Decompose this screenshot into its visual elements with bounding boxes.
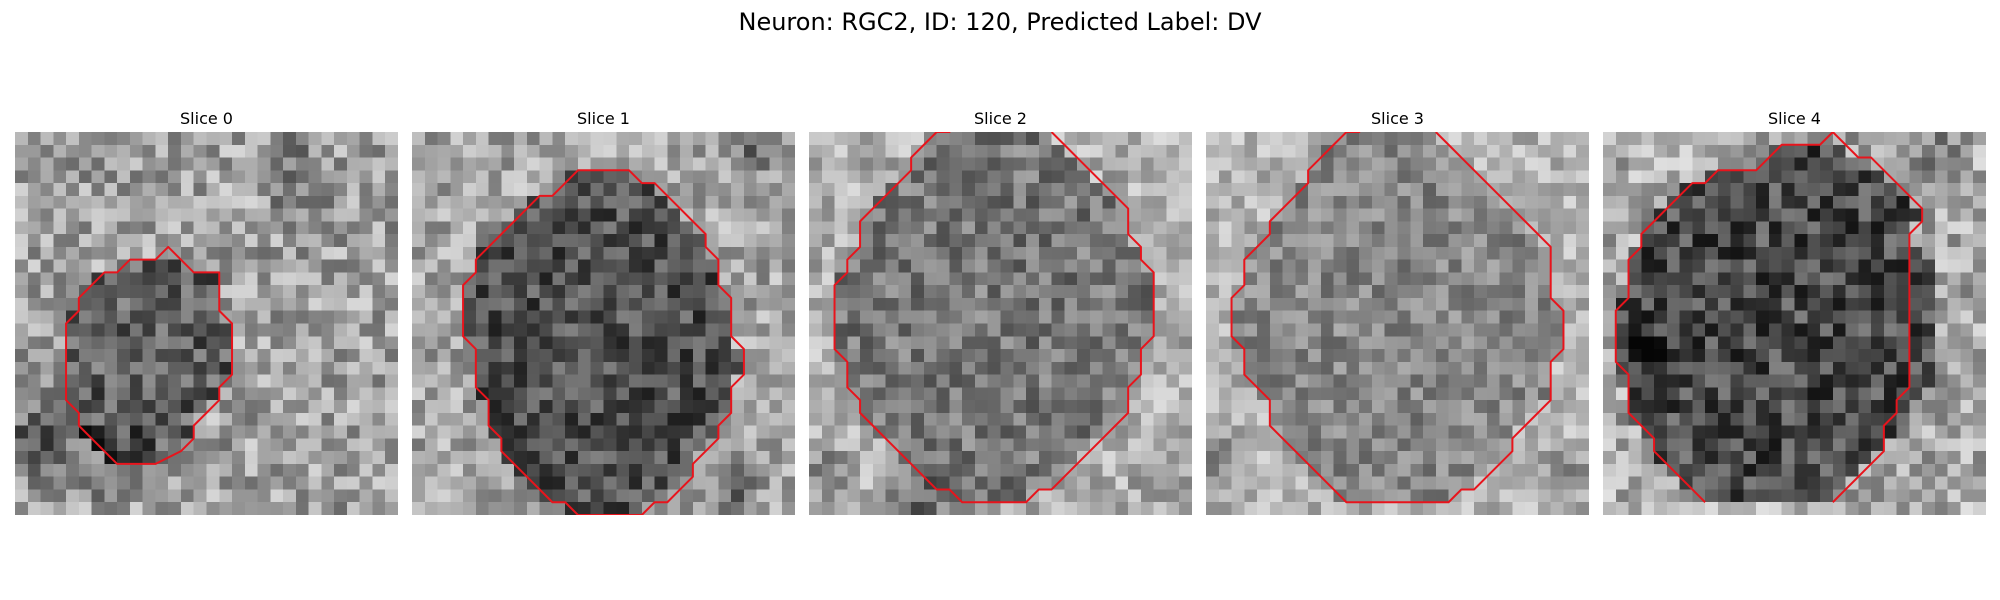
slice-image [809,132,1192,515]
figure-title: Neuron: RGC2, ID: 120, Predicted Label: … [738,8,1262,36]
segmentation-contour [835,132,1154,502]
slice-image [15,132,398,515]
segmentation-contour [1616,132,1922,502]
slice-panel-1: Slice 1 [412,106,795,515]
segmentation-contour [463,170,744,515]
slice-panel-2: Slice 2 [809,106,1192,515]
slice-panel-4: Slice 4 [1603,106,1986,515]
contour-overlay [1206,132,1589,515]
slice-title: Slice 0 [180,109,233,128]
slice-panel-0: Slice 0 [15,106,398,515]
slice-panel-3: Slice 3 [1206,106,1589,515]
contour-overlay [1603,132,1986,515]
contour-overlay [412,132,795,515]
slice-title: Slice 1 [577,109,630,128]
slice-image [1206,132,1589,515]
slice-title: Slice 2 [974,109,1027,128]
contour-overlay [15,132,398,515]
slice-title: Slice 3 [1371,109,1424,128]
segmentation-contour [1232,132,1564,502]
slice-title: Slice 4 [1768,109,1821,128]
slice-image [1603,132,1986,515]
contour-overlay [809,132,1192,515]
segmentation-contour [66,247,232,464]
